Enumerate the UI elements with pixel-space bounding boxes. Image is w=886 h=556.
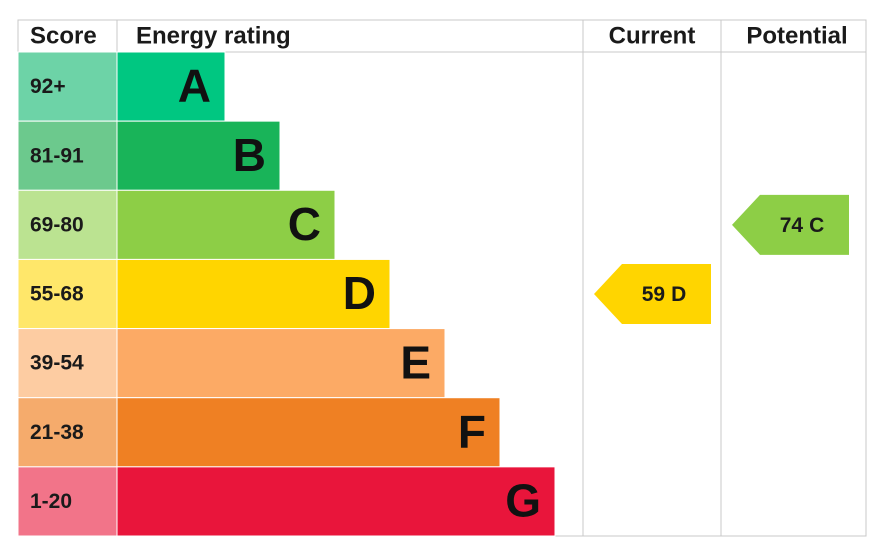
score-cell (17, 466, 118, 537)
score-range: 21-38 (30, 421, 84, 444)
score-range: 81-91 (30, 144, 84, 167)
score-range: 1-20 (30, 490, 72, 513)
rating-letter: B (233, 129, 266, 181)
current-rating: D (671, 283, 686, 306)
rating-letter: C (288, 198, 321, 250)
score-range: 55-68 (30, 283, 84, 306)
score-cell (17, 120, 118, 191)
score-range: 69-80 (30, 213, 84, 236)
rating-letter: A (178, 60, 211, 112)
potential-rating: C (809, 213, 824, 236)
score-range: 39-54 (30, 352, 84, 375)
rating-bar (116, 120, 281, 191)
rating-bar (116, 258, 391, 330)
header-rating: Energy rating (136, 22, 291, 49)
rating-bar (116, 189, 336, 260)
rating-letter: F (458, 405, 486, 457)
score-cell (17, 328, 118, 399)
current-arrow (594, 264, 711, 324)
rating-letter: G (505, 475, 541, 527)
rating-letter: D (343, 267, 376, 319)
current-label: 59 D (642, 283, 687, 306)
score-range: 92+ (30, 75, 66, 98)
rating-bar (116, 328, 446, 399)
potential-label: 74 C (780, 213, 825, 236)
score-cell (17, 189, 118, 260)
potential-arrow (732, 194, 849, 255)
rating-bar (116, 397, 501, 468)
rating-bar (116, 51, 226, 122)
potential-score: 74 (780, 213, 804, 236)
header-score: Score (30, 22, 97, 49)
rating-letter: E (400, 336, 431, 388)
current-score: 59 (642, 283, 665, 306)
rating-bar (116, 466, 556, 537)
score-cell (17, 397, 118, 468)
header-potential: Potential (746, 22, 847, 49)
header-current: Current (609, 22, 696, 49)
